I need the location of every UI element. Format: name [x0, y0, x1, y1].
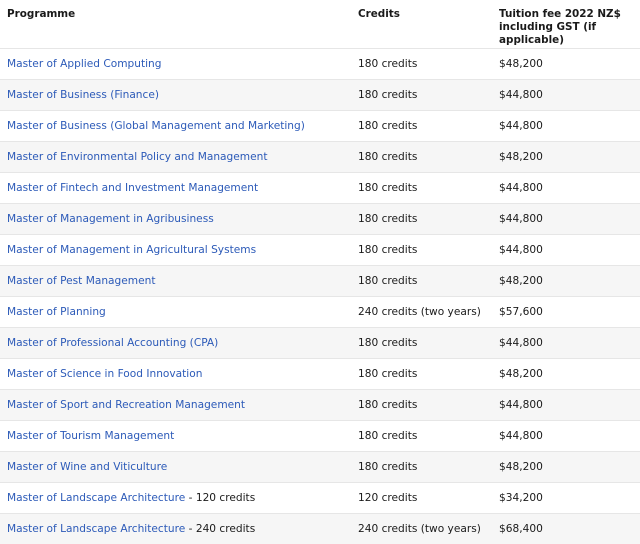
programme-link[interactable]: Master of Pest Management	[7, 275, 155, 287]
programme-cell: Master of Planning	[0, 297, 358, 328]
fee-cell: $44,800	[499, 328, 640, 359]
programme-link[interactable]: Master of Landscape Architecture	[7, 492, 185, 504]
programme-cell: Master of Pest Management	[0, 266, 358, 297]
credits-cell: 180 credits	[358, 266, 499, 297]
programme-cell: Master of Sport and Recreation Managemen…	[0, 390, 358, 421]
table-row: Master of Environmental Policy and Manag…	[0, 142, 640, 173]
table-row: Master of Professional Accounting (CPA) 1…	[0, 328, 640, 359]
programme-link[interactable]: Master of Applied Computing	[7, 58, 162, 70]
header-programme: Programme	[0, 0, 358, 49]
credits-cell: 180 credits	[358, 142, 499, 173]
table-row: Master of Wine and Viticulture 180 credit…	[0, 452, 640, 483]
table-row: Master of Sport and Recreation Managemen…	[0, 390, 640, 421]
credits-cell: 180 credits	[358, 173, 499, 204]
programme-link[interactable]: Master of Fintech and Investment Managem…	[7, 182, 258, 194]
programme-cell: Master of Fintech and Investment Managem…	[0, 173, 358, 204]
fee-cell: $68,400	[499, 514, 640, 544]
table-row: Master of Tourism Management 180 credits$…	[0, 421, 640, 452]
credits-cell: 180 credits	[358, 328, 499, 359]
table-row: Master of Business (Global Management an…	[0, 111, 640, 142]
programme-link[interactable]: Master of Wine and Viticulture	[7, 461, 167, 473]
credits-cell: 120 credits	[358, 483, 499, 514]
credits-cell: 180 credits	[358, 359, 499, 390]
credits-cell: 180 credits	[358, 235, 499, 266]
header-credits: Credits	[358, 0, 499, 49]
table-row: Master of Business (Finance) 180 credits$…	[0, 80, 640, 111]
fee-cell: $44,800	[499, 421, 640, 452]
programme-link[interactable]: Master of Professional Accounting (CPA)	[7, 337, 218, 349]
credits-cell: 180 credits	[358, 421, 499, 452]
fee-cell: $48,200	[499, 452, 640, 483]
credits-cell: 240 credits (two years)	[358, 297, 499, 328]
table-row: Master of Management in Agricultural Sys…	[0, 235, 640, 266]
programme-cell: Master of Environmental Policy and Manag…	[0, 142, 358, 173]
programme-link[interactable]: Master of Environmental Policy and Manag…	[7, 151, 268, 163]
fee-cell: $48,200	[499, 142, 640, 173]
table-row: Master of Planning 240 credits (two years…	[0, 297, 640, 328]
programme-cell: Master of Professional Accounting (CPA)	[0, 328, 358, 359]
credits-cell: 180 credits	[358, 204, 499, 235]
page: {"table": { "header": ["Programme", "Cre…	[0, 0, 640, 520]
programme-cell: Master of Landscape Architecture - 120 c…	[0, 483, 358, 514]
fee-cell: $44,800	[499, 111, 640, 142]
programme-cell: Master of Tourism Management	[0, 421, 358, 452]
table-row: Master of Landscape Architecture - 240 c…	[0, 514, 640, 544]
programme-link[interactable]: Master of Sport and Recreation Managemen…	[7, 399, 245, 411]
fee-cell: $44,800	[499, 235, 640, 266]
header-fee-line: including GST (if applicable)	[499, 21, 640, 47]
fee-cell: $44,800	[499, 204, 640, 235]
table-row: Master of Science in Food Innovation 180 …	[0, 359, 640, 390]
fee-cell: $44,800	[499, 80, 640, 111]
programme-cell: Master of Management in Agribusiness	[0, 204, 358, 235]
fee-cell: $48,200	[499, 49, 640, 80]
programme-cell: Master of Landscape Architecture - 240 c…	[0, 514, 358, 544]
programme-note: - 240 credits	[185, 523, 255, 535]
programme-cell: Master of Business (Finance)	[0, 80, 358, 111]
credits-cell: 240 credits (two years)	[358, 514, 499, 544]
programme-link[interactable]: Master of Business (Finance)	[7, 89, 159, 101]
programme-link[interactable]: Master of Landscape Architecture	[7, 523, 185, 535]
credits-cell: 180 credits	[358, 49, 499, 80]
table-row: Master of Pest Management 180 credits$48,…	[0, 266, 640, 297]
header-fee-line: Tuition fee 2022 NZ$	[499, 8, 640, 21]
programme-cell: Master of Applied Computing	[0, 49, 358, 80]
programme-link[interactable]: Master of Science in Food Innovation	[7, 368, 202, 380]
programme-cell: Master of Business (Global Management an…	[0, 111, 358, 142]
programme-link[interactable]: Master of Management in Agribusiness	[7, 213, 214, 225]
programme-cell: Master of Management in Agricultural Sys…	[0, 235, 358, 266]
table-row: Master of Applied Computing 180 credits$4…	[0, 49, 640, 80]
credits-cell: 180 credits	[358, 111, 499, 142]
programme-note: - 120 credits	[185, 492, 255, 504]
programme-cell: Master of Wine and Viticulture	[0, 452, 358, 483]
fee-cell: $44,800	[499, 173, 640, 204]
credits-cell: 180 credits	[358, 390, 499, 421]
programme-cell: Master of Science in Food Innovation	[0, 359, 358, 390]
credits-cell: 180 credits	[358, 452, 499, 483]
fee-cell: $57,600	[499, 297, 640, 328]
programme-link[interactable]: Master of Planning	[7, 306, 106, 318]
table-row: Master of Fintech and Investment Managem…	[0, 173, 640, 204]
credits-cell: 180 credits	[358, 80, 499, 111]
programme-link[interactable]: Master of Business (Global Management an…	[7, 120, 305, 132]
programme-link[interactable]: Master of Tourism Management	[7, 430, 174, 442]
fee-cell: $34,200	[499, 483, 640, 514]
programme-link[interactable]: Master of Management in Agricultural Sys…	[7, 244, 256, 256]
header-fee: Tuition fee 2022 NZ$ including GST (if a…	[499, 0, 640, 49]
fee-cell: $48,200	[499, 359, 640, 390]
table-row: Master of Management in Agribusiness 180 …	[0, 204, 640, 235]
fee-cell: $48,200	[499, 266, 640, 297]
header-row: Programme Credits Tuition fee 2022 NZ$ i…	[0, 0, 640, 49]
table-row: Master of Landscape Architecture - 120 c…	[0, 483, 640, 514]
fee-cell: $44,800	[499, 390, 640, 421]
